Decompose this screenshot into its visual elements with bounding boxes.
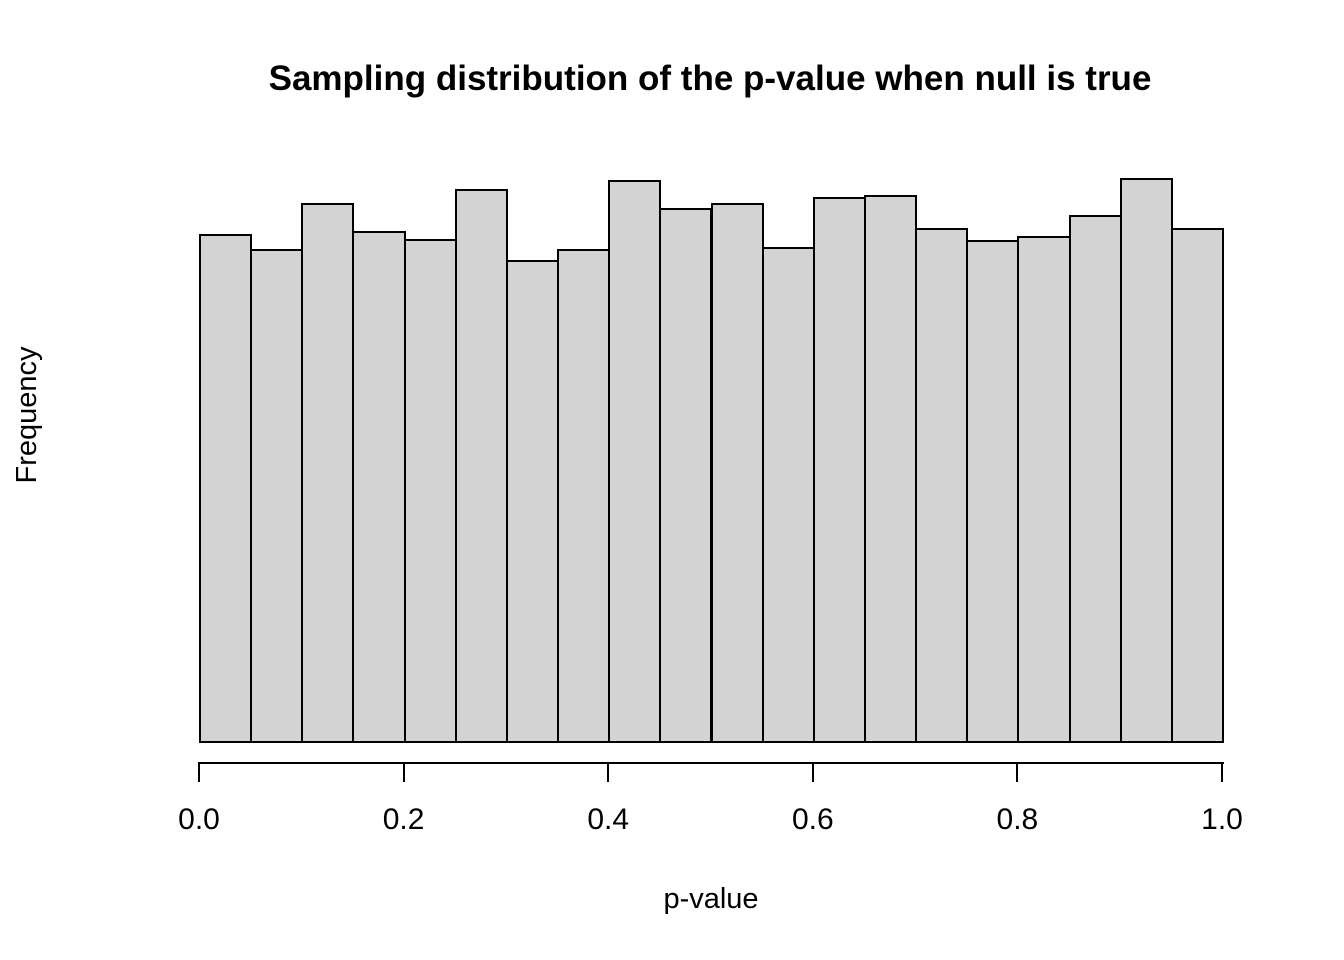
histogram-bar — [557, 249, 611, 743]
histogram-bar — [454, 189, 508, 743]
x-axis-tick-label: 0.0 — [178, 803, 220, 836]
x-axis-tick — [402, 762, 405, 782]
histogram-bar — [710, 203, 764, 743]
histogram-bar — [1119, 178, 1173, 743]
chart-title: Sampling distribution of the p-value whe… — [268, 59, 1152, 98]
histogram-bar — [1017, 236, 1071, 743]
plot-area — [199, 176, 1224, 743]
histogram-bar — [250, 249, 304, 743]
histogram-bar — [812, 197, 866, 743]
histogram-bar — [659, 208, 713, 743]
x-axis-tick-label: 0.8 — [996, 803, 1039, 836]
histogram-bar — [1170, 228, 1224, 743]
x-axis-line — [198, 762, 1224, 764]
histogram-bar — [505, 260, 560, 743]
histogram-bar — [352, 231, 406, 743]
x-axis-tick — [811, 762, 814, 782]
histogram-bar — [915, 228, 969, 743]
x-axis-label: p-value — [663, 883, 759, 915]
y-axis-label: Frequency — [11, 346, 43, 484]
histogram-bar — [403, 239, 457, 743]
histogram-bar — [863, 195, 918, 743]
x-axis-tick — [607, 762, 610, 782]
histogram-bar — [1068, 215, 1122, 743]
x-axis-tick-label: 0.2 — [382, 803, 425, 836]
x-axis-tick — [1016, 762, 1019, 782]
histogram-bar — [301, 203, 355, 743]
x-axis-tick — [198, 762, 200, 782]
x-axis-tick — [1221, 762, 1223, 782]
x-axis-tick-label: 0.6 — [791, 803, 834, 836]
x-axis-tick-label: 0.4 — [587, 803, 630, 836]
histogram-bar — [199, 234, 253, 743]
histogram-bar — [608, 180, 662, 743]
x-axis-tick-label: 1.0 — [1201, 803, 1243, 836]
histogram-bar — [966, 240, 1020, 743]
histogram-bar — [761, 247, 815, 743]
